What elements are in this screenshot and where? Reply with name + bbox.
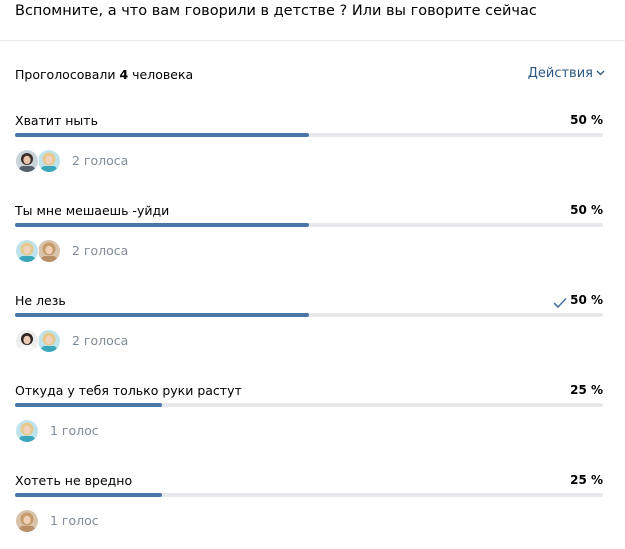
option-label: Хватит ныть <box>15 113 98 128</box>
progress-bar-fill <box>15 223 309 227</box>
avatar[interactable] <box>37 239 61 263</box>
progress-bar-fill <box>15 313 309 317</box>
avatar[interactable] <box>15 509 39 533</box>
votes-count: 4 <box>119 67 129 82</box>
poll-option[interactable]: Не лезь 50 % 2 голоса <box>0 293 625 383</box>
actions-label: Действия <box>527 66 593 81</box>
option-label: Откуда у тебя только руки растут <box>15 383 242 398</box>
option-percent: 25 % <box>570 383 603 397</box>
checkmark-icon <box>553 294 567 308</box>
progress-bar-fill <box>15 133 309 137</box>
progress-bar-track <box>15 223 603 227</box>
option-percent: 50 % <box>570 203 603 217</box>
option-label: Ты мне мешаешь -уйди <box>15 203 170 218</box>
voters-count[interactable]: 1 голос <box>50 513 99 528</box>
voters-count[interactable]: 2 голоса <box>72 333 129 348</box>
poll-question: Вспомните, а что вам говорили в детстве … <box>15 3 537 19</box>
voters-count[interactable]: 1 голос <box>50 423 99 438</box>
summary-suffix: человека <box>132 67 194 82</box>
option-percent: 25 % <box>570 473 603 487</box>
poll-option[interactable]: Ты мне мешаешь -уйди 50 % 2 голоса <box>0 203 625 293</box>
poll-option[interactable]: Хотеть не вредно 25 % 1 голос <box>0 473 625 549</box>
avatar[interactable] <box>15 329 39 353</box>
poll-option[interactable]: Хватит ныть 50 % 2 голоса <box>0 113 625 203</box>
progress-bar-track <box>15 133 603 137</box>
option-percent: 50 % <box>570 113 603 127</box>
avatar[interactable] <box>15 419 39 443</box>
voters-count[interactable]: 2 голоса <box>72 243 129 258</box>
progress-bar-track <box>15 403 603 407</box>
progress-bar-track <box>15 313 603 317</box>
avatar[interactable] <box>37 149 61 173</box>
question-area: Вспомните, а что вам говорили в детстве … <box>0 0 625 41</box>
progress-bar-track <box>15 493 603 497</box>
option-label: Не лезь <box>15 293 66 308</box>
actions-dropdown[interactable]: Действия <box>528 66 605 81</box>
poll-body <box>0 41 625 549</box>
option-label: Хотеть не вредно <box>15 473 133 488</box>
progress-bar-fill <box>15 403 162 407</box>
chevron-down-icon <box>596 68 605 79</box>
poll-option[interactable]: Откуда у тебя только руки растут 25 % 1 го… <box>0 383 625 473</box>
avatar[interactable] <box>15 149 39 173</box>
summary-prefix: Проголосовали <box>15 67 116 82</box>
progress-bar-fill <box>15 493 162 497</box>
avatar[interactable] <box>37 329 61 353</box>
option-percent: 50 % <box>570 293 603 307</box>
avatar[interactable] <box>15 239 39 263</box>
votes-summary: Проголосовали 4 человека <box>15 67 193 82</box>
voters-count[interactable]: 2 голоса <box>72 153 129 168</box>
